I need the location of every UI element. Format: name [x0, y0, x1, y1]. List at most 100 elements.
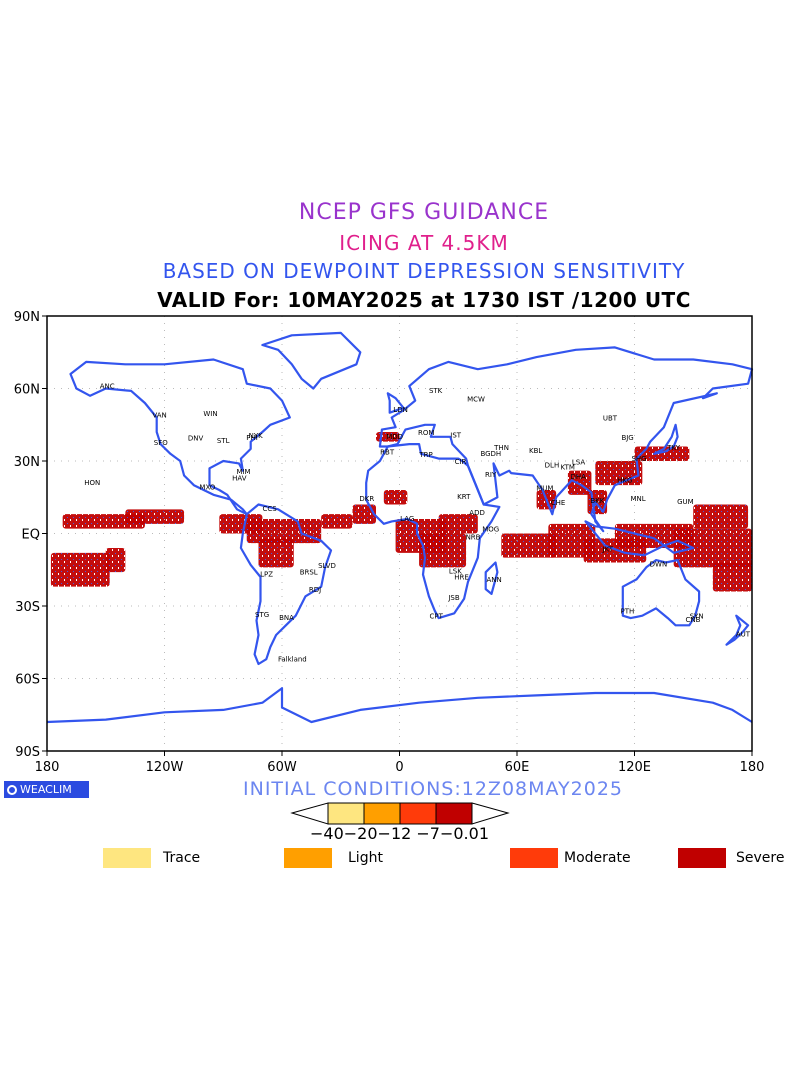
city-label: SYN: [690, 612, 704, 620]
city-label: ANC: [100, 383, 115, 391]
logo-ring-icon: [7, 784, 17, 795]
title-line-3: BASED ON DEWPOINT DEPRESSION SENSITIVITY: [162, 259, 686, 283]
city-label: Falkland: [278, 655, 307, 663]
legend-swatch-trace: [103, 848, 151, 868]
city-label: BGDH: [480, 450, 501, 458]
coastlines-layer: [46, 331, 754, 724]
city-label: SLVD: [318, 562, 336, 570]
landmass-madagascar: [484, 561, 499, 595]
landmass-antarctica: [46, 687, 753, 724]
city-label: BKK: [590, 497, 604, 505]
city-label: BRSL: [300, 569, 318, 577]
lon-tick-label: 180: [35, 760, 60, 775]
city-label: RIY: [485, 471, 497, 479]
colorbar-bin-trace: [327, 802, 365, 825]
legend-item-severe: Severe: [678, 848, 784, 868]
city-label: DNV: [188, 435, 204, 443]
landmass-new-zealand: [725, 614, 750, 646]
city-label: LDN: [393, 406, 408, 414]
lat-tick-label: EQ: [22, 528, 40, 543]
lon-tick-label: 0: [395, 760, 403, 775]
brand-label: WEACLIM: [20, 783, 72, 796]
colorbar: [290, 802, 510, 825]
city-label: CNB: [685, 616, 700, 624]
city-label: PTH: [620, 608, 634, 616]
city-label: MUM: [536, 484, 553, 492]
city-label: MDD: [386, 433, 403, 441]
city-label: AUT: [736, 630, 751, 638]
city-label: KRT: [457, 493, 471, 501]
city-label: ADD: [469, 509, 485, 517]
city-label: PHI: [246, 434, 258, 442]
city-label: SHG: [631, 455, 646, 463]
lat-tick-label: 60S: [15, 673, 40, 688]
title-line-2: ICING AT 4.5KM: [339, 231, 509, 255]
city-label: MOG: [482, 526, 499, 534]
city-label: HON: [84, 479, 100, 487]
city-label: TKY: [666, 444, 681, 452]
city-label: MIM: [236, 468, 250, 476]
city-label: LSK: [449, 568, 462, 576]
landmass-indonesia: [584, 520, 695, 557]
lat-tick-label: 90N: [14, 310, 40, 325]
legend-label-moderate: Moderate: [564, 850, 631, 866]
legend-item-light: Light: [284, 848, 383, 868]
landmass-africa: [365, 443, 501, 620]
colorbar-right-arrow: [471, 802, 510, 825]
city-label: WIN: [203, 410, 217, 418]
legend-label-severe: Severe: [736, 850, 785, 866]
icing-area-18: [712, 562, 752, 592]
landmass-eurasia: [378, 346, 754, 533]
city-label: JKT: [602, 545, 614, 553]
icing-areas-layer: [50, 432, 752, 592]
city-label: CHE: [551, 499, 566, 507]
legend-item-trace: Trace: [103, 848, 200, 868]
landmass-australia: [621, 559, 701, 627]
landmass-south-america: [239, 503, 333, 666]
city-label: DKR: [359, 495, 374, 503]
legend-swatch-light: [284, 848, 332, 868]
title-line-1: NCEP GFS GUIDANCE: [298, 200, 550, 225]
city-label: HRE: [454, 574, 469, 582]
city-label: STG: [255, 611, 269, 619]
icing-area-11: [438, 514, 478, 534]
city-label: SFO: [154, 439, 168, 447]
colorbar-bin-moderate: [399, 802, 437, 825]
lon-tick-label: 180: [740, 760, 765, 775]
initial-conditions: INITIAL CONDITIONS:12Z08MAY2025: [243, 778, 624, 800]
landmass-japan: [653, 423, 679, 455]
city-label: KTM: [561, 464, 575, 472]
city-label: STK: [429, 387, 443, 395]
lat-tick-label: 30N: [14, 455, 40, 470]
city-label: THN: [493, 444, 509, 452]
icing-area-17: [693, 504, 749, 529]
legend-label-light: Light: [348, 850, 383, 866]
city-label: MCW: [467, 396, 485, 404]
city-label: LPZ: [260, 570, 273, 578]
lon-tick-label: 120W: [146, 760, 184, 775]
icing-area-8: [352, 504, 376, 524]
icing-area-20: [634, 446, 690, 461]
lon-tick-label: 120E: [618, 760, 651, 775]
city-label: HAV: [232, 475, 247, 483]
colorbar-left-arrow: [290, 802, 329, 825]
city-label: NYK: [249, 432, 264, 440]
legend-label-trace: Trace: [163, 850, 201, 866]
city-label: DHA: [571, 473, 587, 481]
colorbar-bin-severe: [435, 802, 473, 825]
weaclim-logo: WEACLIM: [4, 781, 89, 798]
landmass-greenland: [261, 331, 362, 390]
icing-area-5: [246, 519, 322, 544]
icing-area-10: [419, 533, 467, 568]
city-label: DWN: [650, 561, 668, 569]
city-label: DLH: [545, 461, 560, 469]
city-label: LSA: [572, 459, 585, 467]
colorbar-bin-light: [363, 802, 401, 825]
city-label: MXO: [199, 484, 215, 492]
lat-tick-label: 60N: [14, 383, 40, 398]
legend-swatch-severe: [678, 848, 726, 868]
legend-item-moderate: Moderate: [510, 848, 631, 868]
